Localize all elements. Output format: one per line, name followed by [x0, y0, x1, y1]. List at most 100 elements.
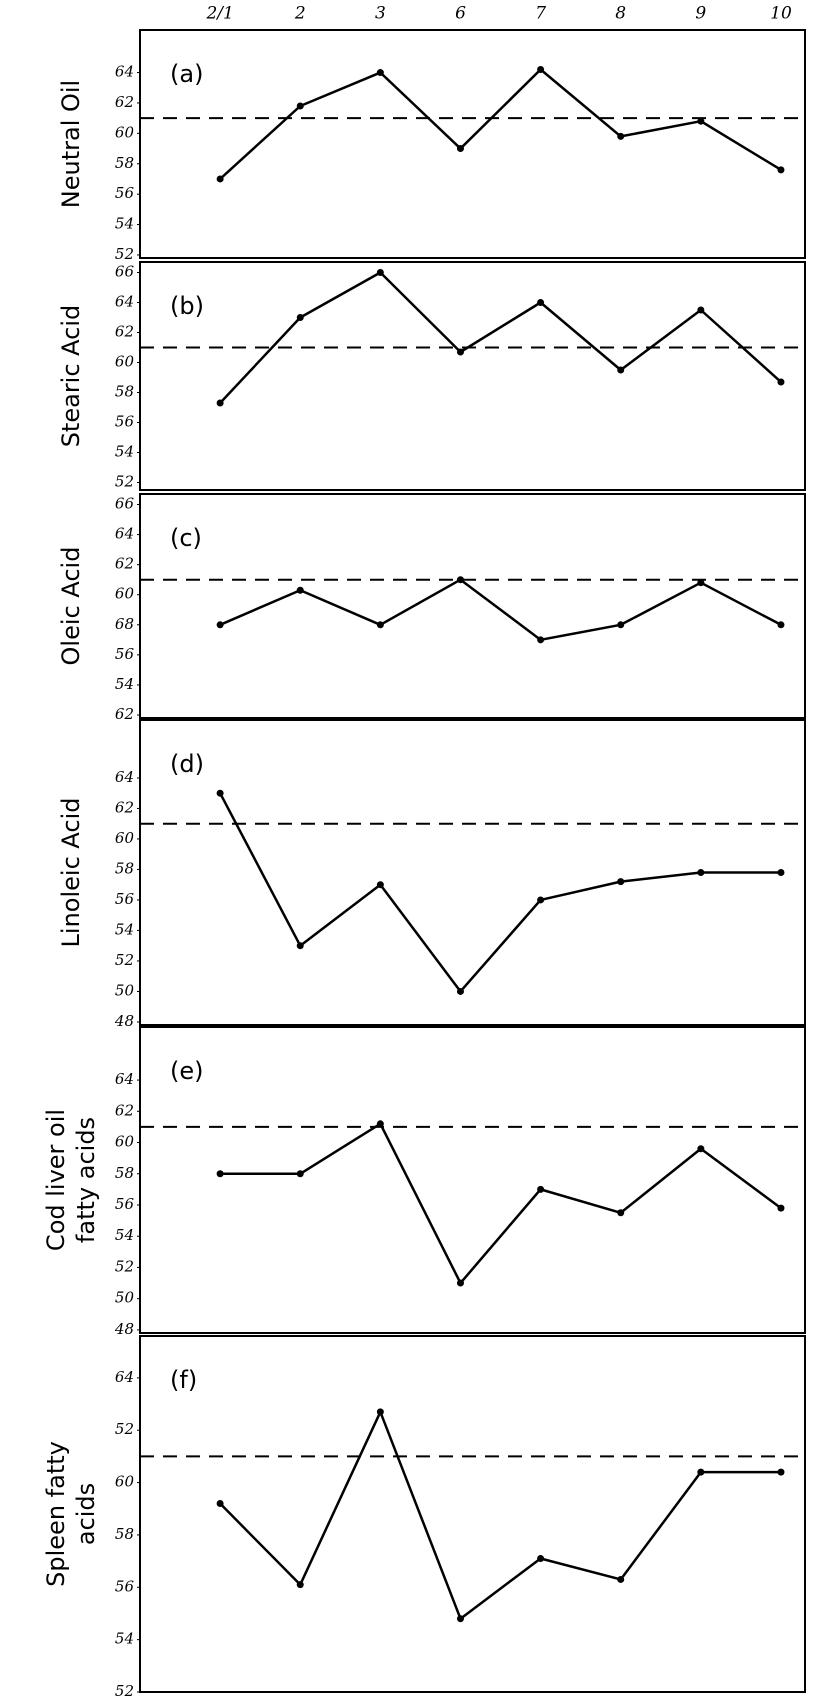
panel-frame	[139, 1335, 806, 1693]
panel-label: (a)	[170, 60, 203, 88]
data-point	[777, 1468, 785, 1476]
data-point	[537, 636, 545, 644]
y-tick-label: 62	[115, 705, 134, 723]
y-tick-label: 60	[115, 1133, 135, 1151]
data-point	[216, 175, 224, 183]
data-point	[777, 621, 785, 629]
y-tick-label: 64	[115, 768, 134, 786]
data-point	[376, 621, 384, 629]
data-point	[296, 102, 304, 110]
panel-frame	[139, 493, 806, 719]
data-point	[537, 66, 545, 74]
y-tick-label: 54	[115, 215, 134, 233]
data-point	[296, 586, 304, 594]
data-point	[697, 869, 705, 876]
x-tick-label: 2/1	[205, 4, 233, 24]
y-tick-label: 52	[115, 1682, 134, 1700]
y-tick-label: 52	[115, 245, 134, 263]
y-tick-label: 52	[115, 951, 134, 969]
data-point	[456, 348, 464, 356]
data-point	[617, 132, 625, 140]
y-tick-label: 50	[115, 981, 135, 999]
data-point	[537, 299, 545, 306]
data-point	[617, 621, 625, 629]
y-tick-label: 58	[115, 154, 134, 172]
panel-label: (f)	[170, 1366, 197, 1394]
data-point	[777, 378, 785, 386]
y-tick-label: 62	[115, 1101, 134, 1119]
data-point	[296, 1170, 304, 1178]
data-point	[376, 881, 384, 889]
y-tick-label: 62	[115, 323, 134, 341]
x-tick-label: 7	[535, 4, 546, 24]
x-tick-label: 8	[615, 4, 626, 24]
data-point	[296, 1581, 304, 1589]
y-tick-label: 50	[115, 1289, 135, 1307]
data-point	[697, 1468, 705, 1476]
data-point	[296, 942, 304, 950]
data-point	[456, 1615, 464, 1623]
data-point	[697, 306, 705, 314]
data-point	[537, 1185, 545, 1193]
x-tick-label: 6	[455, 4, 466, 24]
y-axis-label: Neutral Oil	[57, 80, 85, 208]
y-tick-label: 62	[115, 798, 134, 816]
y-tick-label: 60	[115, 1473, 135, 1491]
y-tick-label: 54	[115, 920, 134, 938]
y-tick-label: 68	[115, 615, 134, 633]
y-tick-label: 48	[114, 1012, 134, 1030]
y-axis-label: Oleic Acid	[57, 547, 85, 666]
y-tick-label: 52	[115, 473, 134, 491]
data-point	[617, 1209, 625, 1217]
panel-frame	[139, 719, 806, 1026]
data-point	[697, 1145, 705, 1153]
data-point	[456, 576, 464, 584]
x-tick-label: 2	[294, 4, 306, 24]
y-axis-label: acids	[72, 1483, 100, 1545]
data-point	[537, 1555, 545, 1562]
data-point	[216, 789, 224, 797]
y-tick-label: 60	[115, 829, 135, 847]
y-axis-label: Stearic Acid	[57, 305, 85, 448]
y-axis-label: fatty acids	[72, 1117, 100, 1243]
data-point	[456, 145, 464, 153]
y-tick-label: 62	[115, 93, 134, 111]
y-tick-label: 66	[115, 495, 135, 513]
y-tick-label: 56	[115, 413, 135, 431]
data-point	[216, 399, 224, 407]
data-point	[216, 621, 224, 629]
data-point	[617, 1575, 625, 1583]
data-point	[376, 69, 384, 77]
y-tick-label: 56	[115, 1195, 135, 1213]
y-tick-label: 64	[115, 1070, 134, 1088]
x-tick-label: 3	[375, 4, 386, 24]
data-point	[376, 269, 384, 276]
data-point	[296, 314, 304, 321]
y-tick-label: 54	[115, 675, 134, 693]
y-tick-label: 64	[115, 1368, 134, 1386]
data-point	[777, 869, 785, 876]
y-axis-label: Spleen fatty	[42, 1441, 70, 1587]
data-point	[456, 987, 464, 995]
panel-label: (c)	[170, 524, 202, 552]
data-point	[697, 117, 705, 125]
y-tick-label: 56	[115, 184, 135, 202]
data-point	[216, 1500, 224, 1508]
y-tick-label: 54	[115, 1630, 134, 1648]
data-point	[376, 1408, 384, 1416]
y-tick-label: 58	[115, 383, 134, 401]
data-point	[697, 579, 705, 587]
y-tick-label: 52	[115, 1257, 134, 1275]
data-line	[219, 578, 782, 642]
y-tick-label: 48	[114, 1320, 134, 1338]
y-axis-label: Linoleic Acid	[57, 798, 85, 948]
data-point	[376, 1120, 384, 1128]
panel-frame	[139, 1026, 806, 1334]
y-tick-label: 54	[115, 1226, 134, 1244]
y-tick-label: 58	[115, 1525, 134, 1543]
y-tick-label: 58	[115, 859, 134, 877]
panel-label: (e)	[170, 1057, 204, 1085]
y-tick-label: 60	[115, 585, 135, 603]
y-tick-label: 58	[115, 1164, 134, 1182]
